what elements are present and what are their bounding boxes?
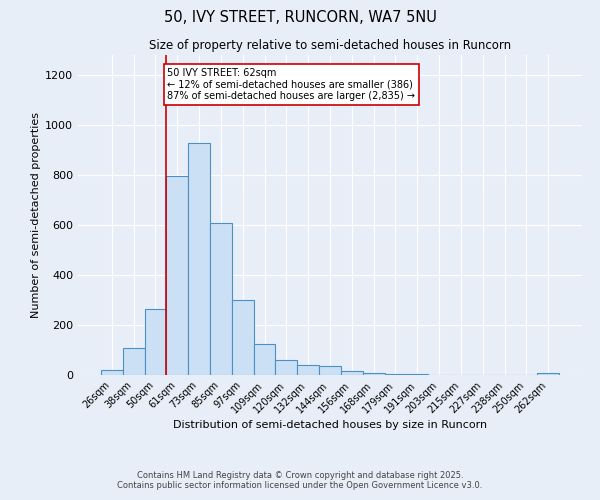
Bar [385, 374, 406, 375]
Bar [363, 373, 385, 375]
Bar [319, 366, 341, 375]
Title: Size of property relative to semi-detached houses in Runcorn: Size of property relative to semi-detach… [149, 40, 511, 52]
Bar [166, 176, 188, 375]
Bar [145, 308, 166, 375]
Bar [537, 373, 559, 375]
X-axis label: Distribution of semi-detached houses by size in Runcorn: Distribution of semi-detached houses by … [173, 420, 487, 430]
Bar [341, 371, 363, 375]
Y-axis label: Number of semi-detached properties: Number of semi-detached properties [31, 112, 41, 318]
Bar [297, 365, 319, 375]
Bar [188, 142, 210, 375]
Bar [275, 360, 297, 375]
Bar [254, 344, 275, 375]
Bar [123, 348, 145, 375]
Text: 50 IVY STREET: 62sqm
← 12% of semi-detached houses are smaller (386)
87% of semi: 50 IVY STREET: 62sqm ← 12% of semi-detac… [167, 68, 415, 100]
Bar [210, 222, 232, 375]
Bar [450, 374, 472, 375]
Bar [428, 374, 450, 375]
Bar [406, 374, 428, 375]
Bar [101, 370, 123, 375]
Text: Contains HM Land Registry data © Crown copyright and database right 2025.
Contai: Contains HM Land Registry data © Crown c… [118, 470, 482, 490]
Text: 50, IVY STREET, RUNCORN, WA7 5NU: 50, IVY STREET, RUNCORN, WA7 5NU [164, 10, 436, 25]
Bar [232, 300, 254, 375]
